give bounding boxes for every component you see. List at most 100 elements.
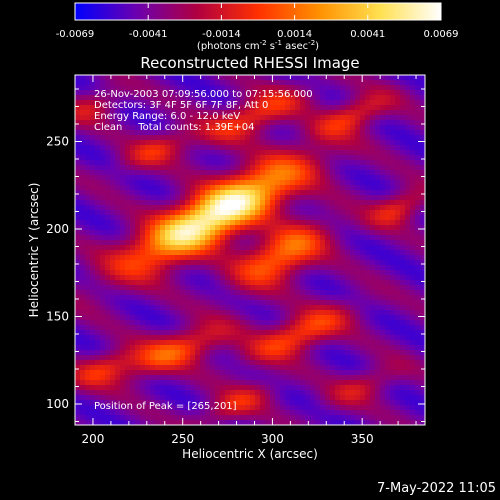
heatmap-cell xyxy=(190,315,196,321)
heatmap-cell xyxy=(95,140,101,146)
heatmap-cell xyxy=(215,350,221,356)
heatmap-cell xyxy=(340,305,346,311)
heatmap-cell xyxy=(185,95,191,101)
heatmap-cell xyxy=(325,355,331,361)
heatmap-cell xyxy=(375,105,381,111)
heatmap-cell xyxy=(345,290,351,296)
heatmap-cell xyxy=(180,320,186,326)
heatmap-cell xyxy=(90,105,96,111)
heatmap-cell xyxy=(130,95,136,101)
heatmap-cell xyxy=(350,170,356,176)
heatmap-cell xyxy=(115,175,121,181)
heatmap-cell xyxy=(255,355,261,361)
heatmap-cell xyxy=(80,125,86,131)
heatmap-cell xyxy=(215,305,221,311)
heatmap-cell xyxy=(260,295,266,301)
heatmap-cell xyxy=(305,75,311,81)
heatmap-cell xyxy=(180,395,186,401)
heatmap-cell xyxy=(335,185,341,191)
heatmap-cell xyxy=(155,270,161,276)
heatmap-cell xyxy=(310,265,316,271)
heatmap-cell xyxy=(185,390,191,396)
heatmap-cell xyxy=(215,385,221,391)
heatmap-cell xyxy=(315,200,321,206)
heatmap-cell xyxy=(405,115,411,121)
heatmap-cell xyxy=(150,415,156,421)
heatmap-cell xyxy=(95,330,101,336)
heatmap-cell xyxy=(215,265,221,271)
heatmap-cell xyxy=(360,265,366,271)
heatmap-cell xyxy=(390,385,396,391)
heatmap-cell xyxy=(80,410,86,416)
heatmap-cell xyxy=(420,365,425,371)
heatmap-cell xyxy=(400,185,406,191)
heatmap-cell xyxy=(340,230,346,236)
heatmap-cell xyxy=(250,245,256,251)
heatmap-cell xyxy=(115,395,121,401)
heatmap-cell xyxy=(180,130,186,136)
heatmap-cell xyxy=(360,245,366,251)
heatmap-cell xyxy=(110,90,116,96)
heatmap-cell xyxy=(190,295,196,301)
heatmap-cell xyxy=(415,310,421,316)
heatmap-cell xyxy=(180,85,186,91)
heatmap-cell xyxy=(105,345,111,351)
heatmap-cell xyxy=(315,265,321,271)
heatmap-cell xyxy=(345,415,351,421)
heatmap-cell xyxy=(195,395,201,401)
heatmap-cell xyxy=(295,410,301,416)
heatmap-cell xyxy=(230,260,236,266)
heatmap-cell xyxy=(380,380,386,386)
heatmap-cell xyxy=(305,295,311,301)
heatmap-cell xyxy=(95,195,101,201)
heatmap-cell xyxy=(155,90,161,96)
heatmap-cell xyxy=(410,325,416,331)
heatmap-cell xyxy=(120,180,126,186)
heatmap-cell xyxy=(265,145,271,151)
heatmap-cell xyxy=(320,355,326,361)
heatmap-cell xyxy=(175,150,181,156)
heatmap-cell xyxy=(275,75,281,81)
heatmap-cell xyxy=(375,285,381,291)
heatmap-cell xyxy=(85,215,91,221)
heatmap-cell xyxy=(205,420,211,425)
heatmap-cell xyxy=(220,350,226,356)
heatmap-cell xyxy=(220,105,226,111)
heatmap-cell xyxy=(190,345,196,351)
heatmap-cell xyxy=(405,130,411,136)
heatmap-cell xyxy=(245,280,251,286)
heatmap-cell xyxy=(305,180,311,186)
heatmap-cell xyxy=(190,355,196,361)
heatmap-cell xyxy=(85,175,91,181)
heatmap-cell xyxy=(285,105,291,111)
heatmap-cell xyxy=(90,330,96,336)
heatmap-cell xyxy=(305,350,311,356)
heatmap-cell xyxy=(345,205,351,211)
heatmap-cell xyxy=(135,130,141,136)
heatmap-cell xyxy=(235,105,241,111)
heatmap-cell xyxy=(405,230,411,236)
heatmap-cell xyxy=(145,110,151,116)
heatmap-cell xyxy=(160,345,166,351)
heatmap-cell xyxy=(260,415,266,421)
heatmap-cell xyxy=(140,350,146,356)
heatmap-cell xyxy=(240,180,246,186)
heatmap-cell xyxy=(365,410,371,416)
heatmap-cell xyxy=(170,400,176,406)
heatmap-cell xyxy=(200,155,206,161)
heatmap-cell xyxy=(110,375,116,381)
heatmap-cell xyxy=(235,355,241,361)
heatmap-cell xyxy=(180,230,186,236)
heatmap-cell xyxy=(130,395,136,401)
heatmap-cell xyxy=(370,140,376,146)
heatmap-cell xyxy=(385,355,391,361)
heatmap-cell xyxy=(110,150,116,156)
heatmap-cell xyxy=(400,125,406,131)
heatmap-cell xyxy=(365,145,371,151)
heatmap-cell xyxy=(340,220,346,226)
heatmap-cell xyxy=(320,250,326,256)
heatmap-cell xyxy=(270,85,276,91)
heatmap-cell xyxy=(190,415,196,421)
heatmap-cell xyxy=(380,310,386,316)
heatmap-cell xyxy=(360,110,366,116)
